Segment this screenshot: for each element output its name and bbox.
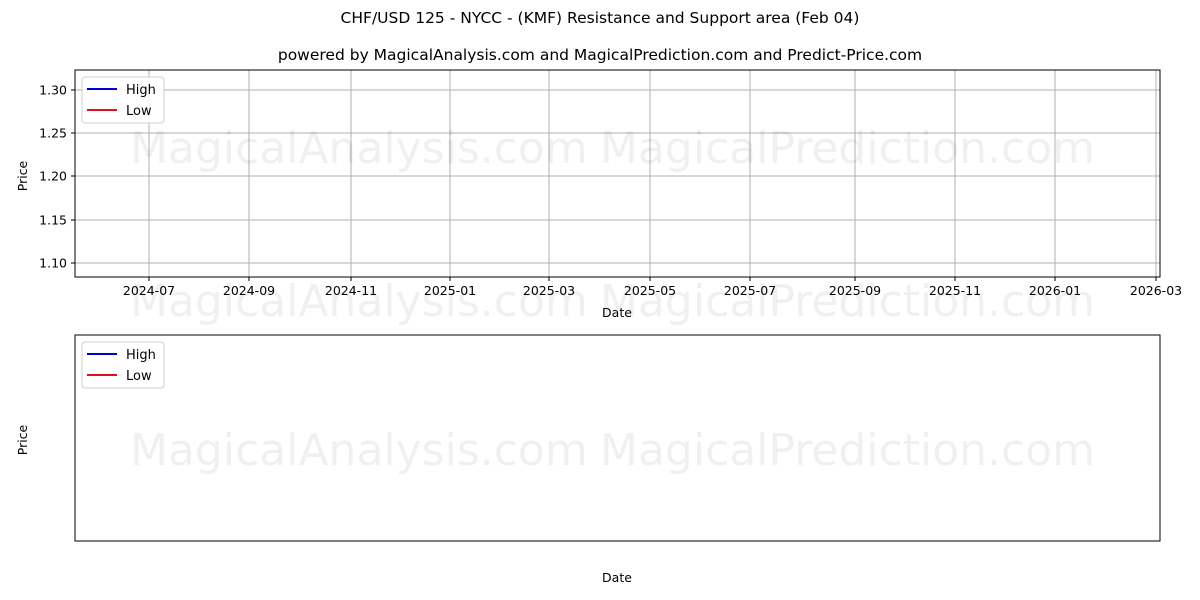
x-tick-label: 2025-03: [523, 283, 575, 298]
watermark-bottom-1: MagicalAnalysis.com: [130, 425, 588, 476]
x-tick-label: 2024-07: [123, 283, 175, 298]
top-legend: High Low: [81, 76, 165, 124]
top-axis-ticks: 1.10 1.15 1.20 1.25 1.30 2024-07 2024-09 2024-1…: [39, 83, 1182, 299]
watermark-top-4: MagicalPrediction.com: [600, 276, 1095, 327]
top-y-axis-label: Price: [15, 160, 30, 191]
x-tick-label: 2025-09: [829, 283, 881, 298]
bottom-panel: MagicalAnalysis.com MagicalPrediction.co…: [15, 334, 1161, 585]
x-tick-label: 2026-01: [1029, 283, 1081, 298]
y-tick-label: 1.30: [39, 83, 67, 98]
top-x-axis-label: Date: [602, 305, 632, 320]
top-plot-area: [75, 70, 1160, 277]
bottom-plot-frame: [74, 334, 1161, 542]
bottom-legend: High Low: [81, 341, 165, 389]
y-tick-label: 1.20: [39, 169, 67, 184]
watermark-top-3: MagicalAnalysis.com: [130, 276, 588, 327]
x-tick-label: 2024-11: [325, 283, 377, 298]
y-tick-label: 1.10: [39, 256, 67, 271]
watermark-top-2: MagicalPrediction.com: [600, 123, 1095, 174]
top-panel: MagicalAnalysis.com MagicalPrediction.co…: [15, 69, 1182, 327]
x-tick-label: 2026-03: [1130, 283, 1182, 298]
bottom-plot-area: [75, 335, 1160, 541]
x-tick-label: 2025-01: [424, 283, 476, 298]
top-plot-frame: [74, 69, 1161, 278]
watermark-top-1: MagicalAnalysis.com: [130, 123, 588, 174]
bottom-y-axis-label: Price: [15, 424, 30, 455]
watermark-bottom-2: MagicalPrediction.com: [600, 425, 1095, 476]
x-tick-label: 2025-11: [929, 283, 981, 298]
y-tick-label: 1.25: [39, 126, 67, 141]
chart-title: CHF/USD 125 - NYCC - (KMF) Resistance an…: [340, 9, 860, 27]
top-legend-low-label: Low: [126, 104, 152, 119]
y-tick-label: 1.15: [39, 213, 67, 228]
x-tick-label: 2025-05: [624, 283, 676, 298]
bottom-legend-low-label: Low: [126, 369, 152, 384]
top-legend-high-label: High: [126, 83, 156, 98]
top-gridlines: [75, 70, 1160, 277]
chart-subtitle: powered by MagicalAnalysis.com and Magic…: [277, 46, 923, 64]
bottom-legend-high-label: High: [126, 348, 156, 363]
bottom-x-axis-label: Date: [602, 570, 632, 585]
x-tick-label: 2025-07: [724, 283, 776, 298]
x-tick-label: 2024-09: [223, 283, 275, 298]
